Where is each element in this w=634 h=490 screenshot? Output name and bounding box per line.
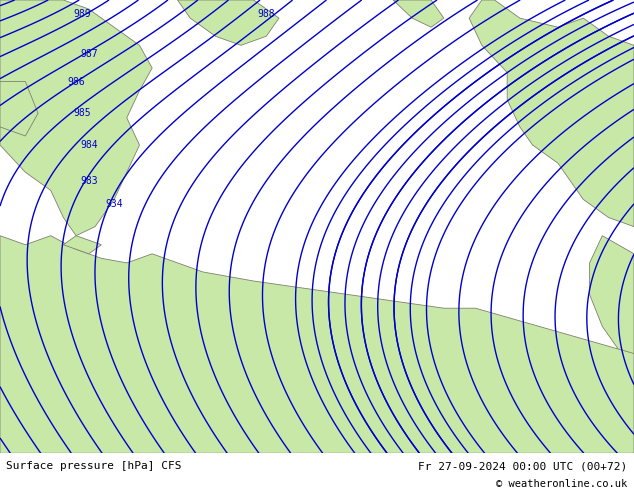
Polygon shape <box>178 0 279 46</box>
Text: 987: 987 <box>80 49 98 59</box>
Polygon shape <box>590 236 634 363</box>
Polygon shape <box>0 0 152 236</box>
Text: 984: 984 <box>80 140 98 150</box>
Text: 983: 983 <box>80 176 98 186</box>
Polygon shape <box>0 82 38 136</box>
Text: 985: 985 <box>74 108 91 118</box>
Text: 988: 988 <box>257 9 275 19</box>
Polygon shape <box>63 236 101 254</box>
Polygon shape <box>393 0 444 27</box>
Text: 989: 989 <box>74 9 91 19</box>
Text: 934: 934 <box>105 199 123 209</box>
Text: Fr 27-09-2024 00:00 UTC (00+72): Fr 27-09-2024 00:00 UTC (00+72) <box>418 461 628 471</box>
Text: 986: 986 <box>67 76 85 87</box>
Text: Surface pressure [hPa] CFS: Surface pressure [hPa] CFS <box>6 461 182 471</box>
Polygon shape <box>0 236 634 453</box>
Text: © weatheronline.co.uk: © weatheronline.co.uk <box>496 480 628 490</box>
Polygon shape <box>469 0 634 226</box>
